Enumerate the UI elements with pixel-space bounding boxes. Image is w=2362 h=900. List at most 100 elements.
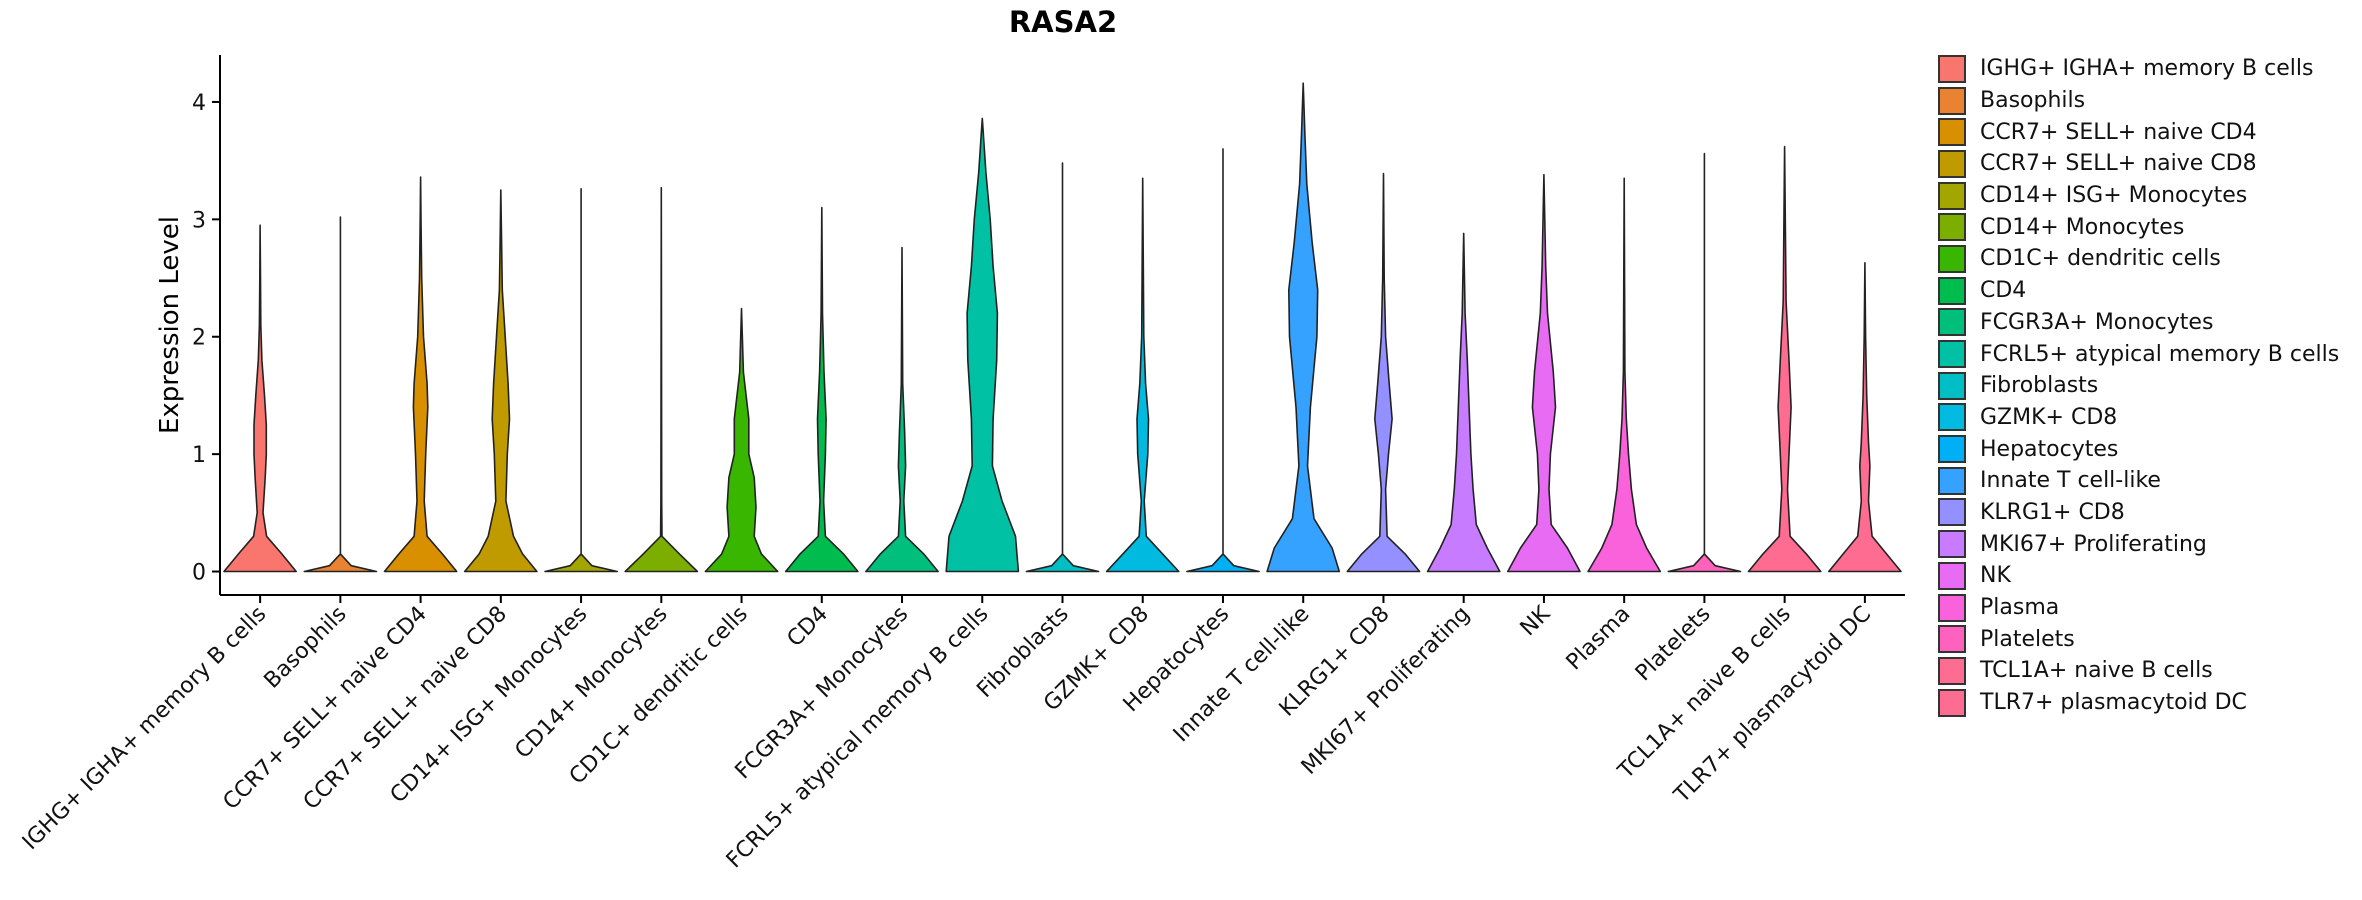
legend-label: CD14+ Monocytes	[1980, 214, 2185, 240]
legend-item: Hepatocytes	[1938, 433, 2339, 465]
y-tick-label: 2	[192, 326, 206, 351]
legend-swatch	[1938, 213, 1966, 242]
x-tick-label: NK	[1516, 601, 1556, 641]
legend-swatch	[1938, 530, 1966, 559]
legend-swatch	[1938, 435, 1966, 464]
legend-label: CCR7+ SELL+ naive CD8	[1980, 151, 2257, 177]
violin-cd14-isg-monocytes	[544, 188, 618, 573]
legend-label: FCGR3A+ Monocytes	[1980, 309, 2214, 335]
legend-swatch	[1938, 308, 1966, 337]
legend-label: NK	[1980, 563, 2011, 589]
violin-nk	[1507, 173, 1581, 573]
legend-item: GZMK+ CD8	[1938, 402, 2339, 434]
legend-label: GZMK+ CD8	[1980, 404, 2118, 430]
legend-item: KLRG1+ CD8	[1938, 497, 2339, 529]
violin-cd1c-dendritic-cells	[704, 307, 779, 573]
legend-item: CD14+ Monocytes	[1938, 211, 2339, 243]
x-tick-labels: IGHG+ IGHA+ memory B cellsBasophilsCCR7+…	[18, 595, 1876, 873]
y-axis-label: Expression Level	[155, 216, 185, 434]
legend-swatch	[1938, 625, 1966, 654]
legend-item: Plasma	[1938, 592, 2339, 624]
x-tick-label: Plasma	[1562, 602, 1636, 676]
legend-label: IGHG+ IGHA+ memory B cells	[1980, 56, 2314, 82]
violin-gzmk-cd8	[1105, 177, 1180, 573]
violin-fcgr3a-monocytes	[865, 246, 939, 573]
legend-label: Basophils	[1980, 88, 2086, 114]
legend-label: CCR7+ SELL+ naive CD4	[1980, 119, 2257, 145]
legend-item: IGHG+ IGHA+ memory B cells	[1938, 53, 2339, 85]
legend-label: KLRG1+ CD8	[1980, 499, 2125, 525]
legend-swatch	[1938, 244, 1966, 273]
legend-label: Platelets	[1980, 626, 2075, 652]
legend-swatch	[1938, 403, 1966, 432]
legend-item: CCR7+ SELL+ naive CD4	[1938, 116, 2339, 148]
legend-label: Hepatocytes	[1980, 436, 2119, 462]
legend-swatch	[1938, 371, 1966, 400]
legend-swatch	[1938, 561, 1966, 590]
y-tick-label: 0	[192, 561, 206, 586]
legend-item: FCRL5+ atypical memory B cells	[1938, 338, 2339, 370]
legend-item: Basophils	[1938, 85, 2339, 117]
x-tick-label: CD14+ Monocytes	[510, 602, 672, 764]
legend-swatch	[1938, 149, 1966, 178]
legend-label: CD14+ ISG+ Monocytes	[1980, 183, 2248, 209]
legend-swatch	[1938, 276, 1966, 305]
legend-label: Fibroblasts	[1980, 373, 2099, 399]
y-tick-label: 1	[192, 443, 206, 468]
violin-fibroblasts	[1025, 162, 1100, 573]
legend-item: TLR7+ plasmacytoid DC	[1938, 687, 2339, 719]
x-tick-label: Platelets	[1631, 602, 1716, 687]
legend-item: CD1C+ dendritic cells	[1938, 243, 2339, 275]
legend-label: Innate T cell-like	[1980, 468, 2161, 494]
violin-plasma	[1587, 177, 1662, 573]
legend-item: NK	[1938, 560, 2339, 592]
violin-cd4	[784, 206, 859, 573]
violin-group	[223, 82, 1902, 573]
violin-mki67-proliferating	[1426, 232, 1501, 573]
legend-item: FCGR3A+ Monocytes	[1938, 307, 2339, 339]
legend-item: Fibroblasts	[1938, 370, 2339, 402]
legend-item: Innate T cell-like	[1938, 465, 2339, 497]
legend-swatch	[1938, 118, 1966, 147]
violin-tlr7-plasmacytoid-dc	[1828, 262, 1902, 573]
legend-item: CD14+ ISG+ Monocytes	[1938, 180, 2339, 212]
violin-basophils	[303, 216, 378, 573]
legend-label: MKI67+ Proliferating	[1980, 531, 2207, 557]
x-tick-label: IGHG+ IGHA+ memory B cells	[18, 602, 271, 855]
legend-swatch	[1938, 340, 1966, 369]
violin-klrg1-cd8	[1346, 172, 1421, 573]
legend-swatch	[1938, 498, 1966, 527]
legend-swatch	[1938, 86, 1966, 115]
legend-swatch	[1938, 181, 1966, 210]
legend: IGHG+ IGHA+ memory B cells Basophils CCR7+…	[1938, 53, 2339, 718]
x-tick-label: Innate T cell-like	[1169, 602, 1315, 748]
legend-label: TLR7+ plasmacytoid DC	[1980, 690, 2247, 716]
legend-label: CD4	[1980, 278, 2027, 304]
legend-item: CD4	[1938, 275, 2339, 307]
violin-chart: RASA2 Expression Level IGHG+ IGHA+ memor…	[18, 5, 1905, 873]
legend-item: Platelets	[1938, 623, 2339, 655]
x-tick-label: CD4	[783, 602, 833, 652]
violin-ccr7-sell-naive-cd8	[463, 189, 538, 573]
legend-swatch	[1938, 593, 1966, 622]
y-tick-labels: 0 1 2 3 4	[192, 91, 220, 586]
violin-cd14-monocytes	[624, 186, 699, 573]
y-tick-label: 3	[192, 208, 206, 233]
violin-platelets	[1667, 152, 1742, 573]
y-tick-label: 4	[192, 91, 206, 116]
violin-innate-t-cell-like	[1266, 82, 1341, 573]
legend-swatch	[1938, 656, 1966, 685]
legend-swatch	[1938, 54, 1966, 83]
violin-ighg-igha-memory-b-cells	[223, 224, 297, 573]
legend-swatch	[1938, 688, 1966, 717]
violin-hepatocytes	[1186, 148, 1260, 573]
violin-ccr7-sell-naive-cd4	[383, 176, 458, 573]
chart-title: RASA2	[1009, 5, 1117, 39]
x-tick-label: MKI67+ Proliferating	[1297, 602, 1475, 780]
legend-label: TCL1A+ naive B cells	[1980, 658, 2213, 684]
legend-swatch	[1938, 466, 1966, 495]
violin-tcl1a-naive-b-cells	[1747, 145, 1822, 573]
legend-item: MKI67+ Proliferating	[1938, 528, 2339, 560]
violin-fcrl5-atypical-memory-b-cells	[945, 117, 1020, 573]
legend-label: CD1C+ dendritic cells	[1980, 246, 2221, 272]
